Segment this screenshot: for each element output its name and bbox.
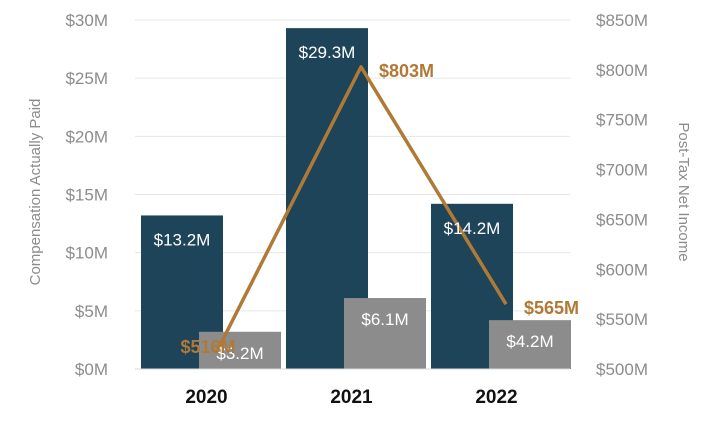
axes: $0M $5M $10M $15M $20M $25M $30M $500M $550M $600… — [65, 11, 648, 408]
bar-secondary — [489, 320, 571, 369]
y2-tick-label: $650M — [596, 210, 648, 229]
bar-label-secondary: $6.1M — [361, 310, 408, 329]
y2-tick-label: $750M — [596, 111, 648, 130]
y2-tick-label: $850M — [596, 11, 648, 30]
y2-tick-label: $600M — [596, 260, 648, 279]
net-income-label: $516M — [180, 337, 235, 357]
y2-axis-title: Post-Tax Net Income — [675, 122, 692, 261]
net-income-label: $803M — [379, 61, 434, 81]
y-tick-label: $10M — [65, 244, 108, 263]
bar-label-secondary: $3.2M — [216, 344, 263, 363]
y2-tick-label: $500M — [596, 360, 648, 379]
x-tick-label: 2021 — [330, 387, 373, 408]
bar-label-compensation: $14.2M — [444, 219, 501, 238]
y-tick-label: $20M — [65, 127, 108, 146]
y2-tick-label: $550M — [596, 310, 648, 329]
y-tick-label: $25M — [65, 69, 108, 88]
x-tick-label: 2022 — [475, 387, 517, 408]
y-tick-label: $5M — [75, 302, 108, 321]
y-tick-label: $30M — [65, 11, 108, 30]
bars — [141, 28, 571, 369]
net-income-line — [214, 65, 508, 354]
net-income-label: $565M — [524, 298, 579, 318]
y-tick-label: $15M — [65, 186, 108, 205]
bar-secondary — [344, 298, 426, 369]
y-axis-title: Compensation Actually Paid — [27, 99, 44, 286]
y-tick-label: $0M — [75, 360, 108, 379]
data-labels: $13.2M $3.2M $29.3M $6.1M $14.2M $4.2M $516M $8… — [154, 43, 579, 363]
bar-label-compensation: $29.3M — [299, 43, 356, 62]
bar-label-secondary: $4.2M — [506, 332, 553, 351]
y2-tick-label: $800M — [596, 61, 648, 80]
bar-secondary — [199, 331, 281, 369]
x-tick-label: 2020 — [185, 387, 227, 408]
bar-label-compensation: $13.2M — [154, 230, 211, 249]
y2-tick-label: $700M — [596, 161, 648, 180]
